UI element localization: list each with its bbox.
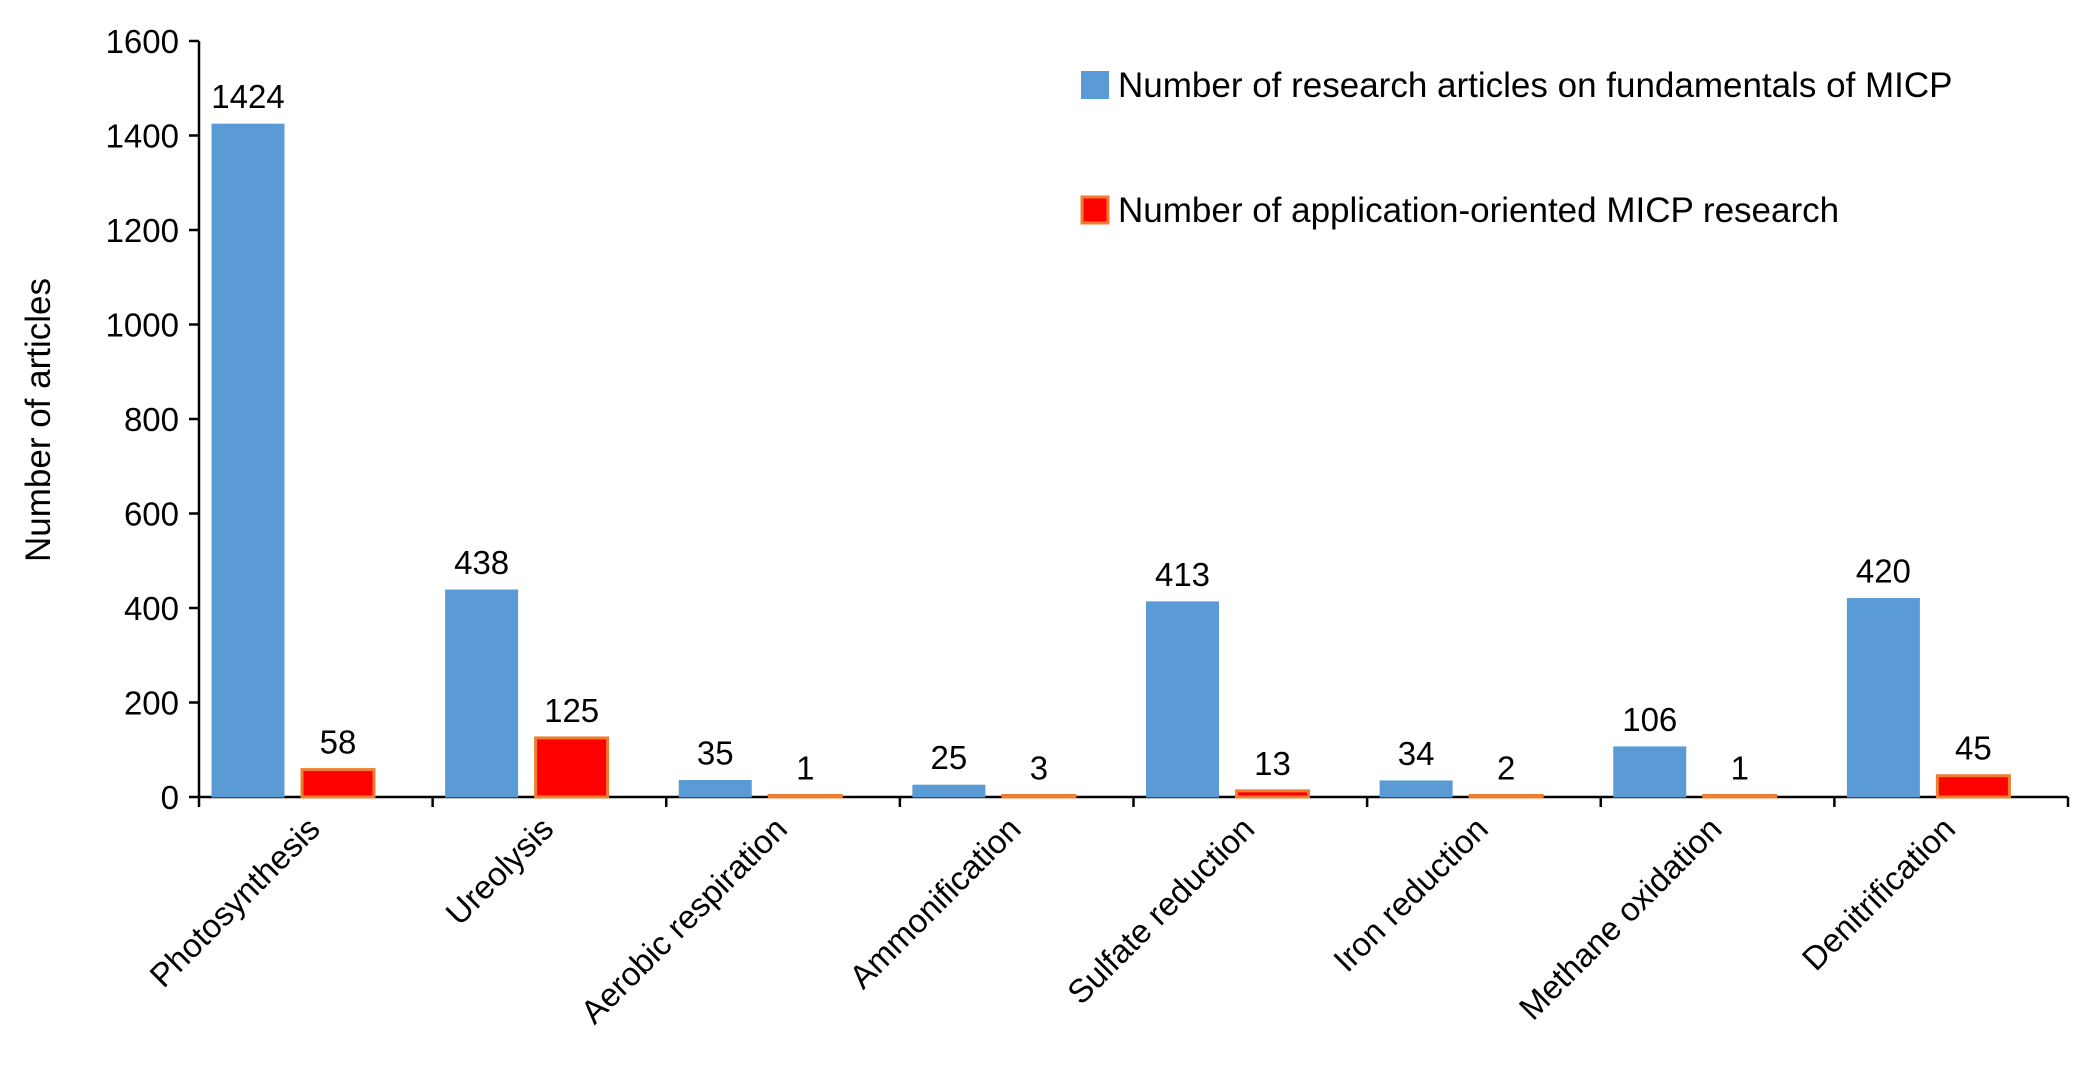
bar-fundamentals-1 (445, 589, 519, 798)
y-tick-label: 0 (161, 779, 179, 816)
x-category-label: Ureolysis (438, 810, 560, 932)
y-tick-label: 1400 (106, 118, 179, 155)
bars-layer (211, 123, 2011, 799)
bar-application-3 (1001, 794, 1077, 799)
x-category-label: Photosynthesis (142, 810, 326, 994)
y-tick-label: 1600 (106, 23, 179, 60)
bar-application-0 (300, 768, 376, 799)
bar-application-7 (1935, 774, 2011, 799)
bar-application-5 (1468, 794, 1544, 799)
bar-application-6 (1702, 794, 1778, 799)
bar-fundamentals-2 (678, 779, 752, 798)
legend-swatch-application (1080, 195, 1110, 225)
bar-fundamentals-6 (1613, 746, 1687, 798)
y-axis-title: Number of articles (19, 278, 58, 562)
axes-layer: 0 200 400 600 800 1000 1200 1400 1600 (106, 23, 2070, 816)
data-label-fundamentals-0: 1424 (211, 78, 284, 115)
data-label-fundamentals-6: 106 (1622, 701, 1677, 738)
data-label-application-2: 1 (796, 750, 814, 787)
x-category-label: Denitrification (1795, 810, 1963, 978)
bar-application-4 (1235, 789, 1310, 799)
y-tick-label: 1200 (106, 212, 179, 249)
data-label-fundamentals-1: 438 (454, 544, 509, 581)
y-tick-label: 400 (124, 590, 179, 627)
y-tick-label: 600 (124, 496, 179, 533)
x-category-label: Ammonification (842, 810, 1028, 996)
data-label-application-6: 1 (1731, 750, 1749, 787)
data-label-application-3: 3 (1030, 750, 1048, 787)
bar-application-1 (534, 736, 610, 799)
data-label-application-1: 125 (544, 692, 599, 729)
legend-label-application: Number of application-oriented MICP rese… (1118, 191, 1839, 230)
bar-application-2 (767, 794, 843, 799)
x-category-label: Sulfate reduction (1060, 810, 1261, 1011)
data-label-fundamentals-2: 35 (697, 734, 734, 771)
data-label-application-7: 45 (1955, 730, 1992, 767)
data-label-application-4: 13 (1254, 745, 1291, 782)
data-label-application-5: 2 (1497, 750, 1515, 787)
x-category-label: Iron reduction (1326, 810, 1495, 979)
data-label-fundamentals-4: 413 (1155, 556, 1210, 593)
data-label-fundamentals-7: 420 (1856, 553, 1911, 590)
data-label-fundamentals-5: 34 (1398, 735, 1435, 772)
legend: Number of research articles on fundament… (1080, 66, 1953, 230)
y-tick-label: 200 (124, 685, 179, 722)
legend-label-fundamentals: Number of research articles on fundament… (1118, 66, 1953, 105)
x-category-label: Aerobic respiration (573, 810, 794, 1031)
bar-fundamentals-7 (1846, 598, 1920, 798)
y-tick-label: 800 (124, 401, 179, 438)
data-label-application-0: 58 (320, 724, 357, 761)
bar-fundamentals-3 (912, 784, 986, 798)
bar-fundamentals-4 (1146, 601, 1219, 798)
bar-fundamentals-0 (211, 123, 285, 798)
data-label-fundamentals-3: 25 (931, 739, 968, 776)
x-category-label: Methane oxidation (1512, 810, 1729, 1027)
bar-fundamentals-5 (1379, 780, 1453, 798)
y-tick-label: 1000 (106, 307, 179, 344)
legend-swatch-fundamentals (1081, 71, 1109, 99)
